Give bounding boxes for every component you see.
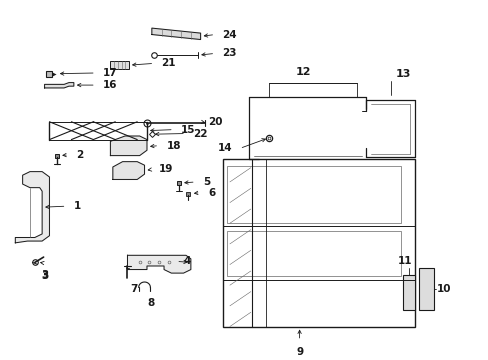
- Text: 8: 8: [147, 298, 154, 308]
- Text: 19: 19: [159, 165, 173, 175]
- Bar: [222, 159, 414, 327]
- Text: 4: 4: [183, 256, 190, 266]
- Polygon shape: [15, 172, 49, 243]
- Text: 18: 18: [166, 141, 181, 150]
- Text: 3: 3: [41, 270, 48, 280]
- Text: 21: 21: [161, 58, 176, 68]
- Polygon shape: [152, 28, 200, 40]
- Polygon shape: [113, 162, 144, 179]
- Text: 5: 5: [203, 177, 210, 187]
- Text: 22: 22: [193, 129, 207, 139]
- Text: 10: 10: [436, 284, 451, 294]
- Bar: [402, 275, 414, 310]
- Text: 2: 2: [76, 150, 83, 160]
- Text: 11: 11: [397, 256, 412, 266]
- Bar: [227, 166, 400, 223]
- Text: 9: 9: [295, 347, 303, 357]
- Polygon shape: [127, 255, 190, 273]
- Text: 12: 12: [295, 67, 310, 77]
- Text: 14: 14: [217, 144, 232, 153]
- Text: 15: 15: [181, 125, 195, 135]
- Bar: [227, 231, 400, 276]
- Text: 16: 16: [103, 80, 117, 90]
- Text: 6: 6: [207, 188, 215, 198]
- Text: 13: 13: [395, 69, 410, 79]
- Text: 23: 23: [222, 48, 237, 58]
- Text: 7: 7: [130, 284, 137, 294]
- Text: 24: 24: [222, 30, 237, 40]
- Text: 1: 1: [74, 201, 81, 211]
- Text: 20: 20: [207, 117, 222, 127]
- Bar: [418, 268, 433, 310]
- Polygon shape: [110, 136, 147, 156]
- Polygon shape: [44, 82, 74, 88]
- Bar: [110, 61, 129, 69]
- Text: 17: 17: [103, 68, 118, 78]
- Text: 3: 3: [41, 271, 48, 281]
